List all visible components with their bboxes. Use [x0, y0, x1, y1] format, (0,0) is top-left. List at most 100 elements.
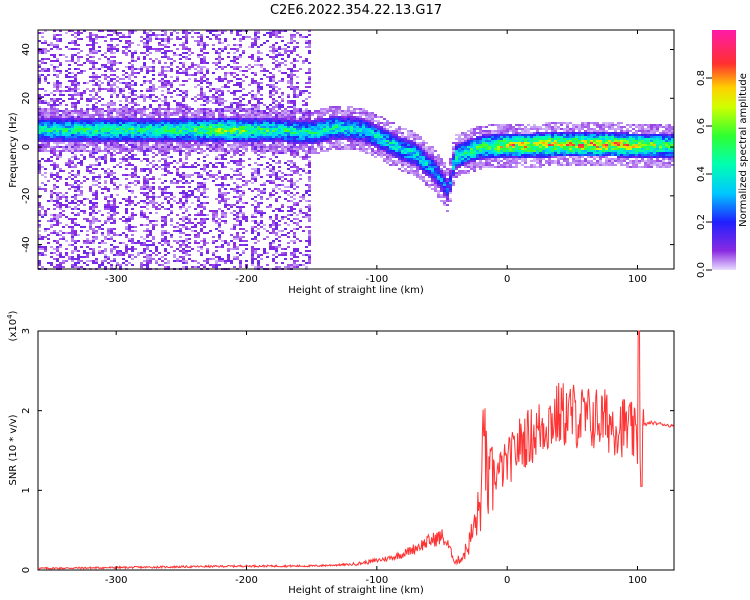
heatmap-cell	[116, 120, 119, 122]
heatmap-cell	[191, 180, 194, 182]
heatmap-cell	[77, 60, 80, 62]
heatmap-cell	[266, 236, 269, 238]
heatmap-cell	[218, 30, 221, 32]
heatmap-cell	[200, 218, 203, 220]
heatmap-cell	[239, 140, 242, 142]
heatmap-cell	[257, 228, 260, 230]
heatmap-cell	[251, 134, 254, 136]
heatmap-cell	[251, 252, 254, 254]
heatmap-cell	[257, 134, 260, 136]
heatmap-cell	[89, 248, 92, 250]
heatmap-cell	[56, 248, 59, 250]
heatmap-cell	[98, 68, 101, 70]
heatmap-cell	[233, 60, 236, 62]
heatmap-cell	[263, 74, 266, 76]
heatmap-cell	[254, 118, 257, 120]
heatmap-cell	[212, 44, 215, 46]
heatmap-cell	[92, 64, 95, 66]
heatmap-cell	[182, 220, 185, 222]
heatmap-cell	[71, 98, 74, 100]
heatmap-cell	[236, 246, 239, 248]
heatmap-cell	[191, 120, 194, 122]
heatmap-cell	[152, 202, 155, 204]
heatmap-cell	[197, 114, 200, 116]
heatmap-cell	[182, 132, 185, 134]
heatmap-cell	[101, 250, 104, 252]
heatmap-cell	[233, 238, 236, 240]
heatmap-cell	[161, 202, 164, 204]
heatmap-cell	[269, 134, 272, 136]
heatmap-cell	[116, 138, 119, 140]
heatmap-cell	[125, 248, 128, 250]
heatmap-cell	[98, 264, 101, 266]
heatmap-cell	[77, 174, 80, 176]
heatmap-cell	[158, 152, 161, 154]
heatmap-cell	[41, 146, 44, 148]
heatmap-cell	[263, 112, 266, 114]
heatmap-cell	[107, 80, 110, 82]
heatmap-cell	[92, 146, 95, 148]
heatmap-cell	[161, 190, 164, 192]
heatmap-cell	[86, 110, 89, 112]
heatmap-cell	[83, 82, 86, 84]
heatmap-cell	[215, 36, 218, 38]
heatmap-cell	[281, 130, 284, 132]
heatmap-cell	[200, 144, 203, 146]
heatmap-cell	[260, 144, 263, 146]
heatmap-cell	[119, 158, 122, 160]
heatmap-cell	[176, 146, 179, 148]
heatmap-cell	[110, 30, 113, 32]
heatmap-cell	[278, 188, 281, 190]
heatmap-cell	[50, 152, 53, 154]
heatmap-cell	[161, 82, 164, 84]
heatmap-cell	[206, 144, 209, 146]
heatmap-cell	[134, 130, 137, 132]
heatmap-cell	[44, 142, 47, 144]
heatmap-cell	[161, 68, 164, 70]
heatmap-cell	[38, 150, 41, 152]
heatmap-cell	[161, 124, 164, 126]
heatmap-cell	[206, 116, 209, 118]
heatmap-cell	[203, 98, 206, 100]
heatmap-cell	[92, 140, 95, 142]
heatmap-cell	[38, 76, 41, 78]
heatmap-cell	[77, 158, 80, 160]
heatmap-cell	[125, 40, 128, 42]
heatmap-cell	[146, 36, 149, 38]
heatmap-cell	[272, 32, 275, 34]
heatmap-cell	[281, 216, 284, 218]
heatmap-cell	[59, 38, 62, 40]
heatmap-cell	[56, 80, 59, 82]
heatmap-cell	[161, 94, 164, 96]
heatmap-cell	[152, 252, 155, 254]
heatmap-cell	[212, 94, 215, 96]
heatmap-cell	[71, 130, 74, 132]
heatmap-cell	[140, 200, 143, 202]
heatmap-cell	[86, 142, 89, 144]
heatmap-cell	[65, 224, 68, 226]
heatmap-cell	[194, 150, 197, 152]
heatmap-cell	[125, 52, 128, 54]
heatmap-cell	[80, 226, 83, 228]
heatmap-cell	[41, 108, 44, 110]
heatmap-cell	[116, 128, 119, 130]
heatmap-cell	[224, 152, 227, 154]
heatmap-cell	[218, 108, 221, 110]
heatmap-cell	[176, 260, 179, 262]
heatmap-cell	[287, 94, 290, 96]
heatmap-cell	[182, 42, 185, 44]
heatmap-cell	[182, 114, 185, 116]
heatmap-cell	[143, 140, 146, 142]
heatmap-cell	[164, 150, 167, 152]
heatmap-cell	[281, 92, 284, 94]
heatmap-cell	[131, 52, 134, 54]
heatmap-cell	[182, 140, 185, 142]
heatmap-cell	[248, 144, 251, 146]
heatmap-cell	[56, 234, 59, 236]
heatmap-cell	[62, 256, 65, 258]
heatmap-cell	[176, 134, 179, 136]
heatmap-cell	[221, 118, 224, 120]
heatmap-cell	[44, 78, 47, 80]
heatmap-cell	[176, 258, 179, 260]
heatmap-cell	[122, 126, 125, 128]
